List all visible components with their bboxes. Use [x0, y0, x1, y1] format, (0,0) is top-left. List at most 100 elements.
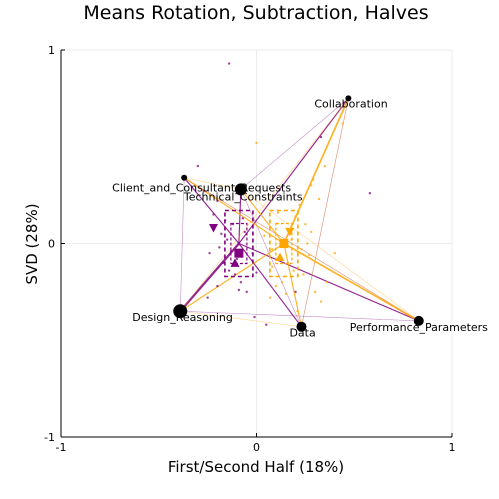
node-label-Collaboration: Collaboration	[314, 97, 387, 110]
point-first_half	[202, 190, 205, 193]
point-first_half	[368, 191, 372, 195]
edges	[179, 98, 420, 328]
point-first_half	[265, 323, 268, 326]
point-second_half	[270, 248, 274, 251]
edge-second_half-link	[301, 98, 349, 327]
ci-box-outer-second_half	[269, 209, 299, 278]
point-first_half	[241, 217, 245, 220]
point-second_half	[310, 184, 313, 187]
point-first_half	[227, 269, 231, 272]
ticks: -1 0 1 -1 0 1	[44, 44, 455, 454]
point-second_half	[333, 251, 336, 255]
edge-first_half-link	[301, 98, 349, 327]
x-tick-label: 0	[253, 441, 260, 454]
point-second_half	[300, 248, 303, 251]
node-Data	[296, 321, 307, 332]
point-first_half	[216, 199, 219, 203]
point-second_half	[313, 290, 317, 294]
edge-second_half-link	[240, 189, 419, 322]
y-tick-label: 0	[48, 238, 55, 251]
edge-second_half-Performance_Parameters	[283, 242, 420, 322]
marker-triangle-down-second_half	[285, 227, 295, 237]
edge-first_half-link	[240, 98, 349, 190]
point-first_half	[229, 250, 233, 253]
point-first_half	[255, 271, 258, 274]
edge-second_half-Design_Reasoning	[179, 243, 285, 312]
point-second_half	[302, 273, 305, 276]
edge-second_half-Data	[283, 243, 303, 327]
point-second_half	[268, 296, 272, 299]
point-second_half	[323, 164, 327, 168]
edge-second_half-link	[180, 310, 302, 328]
point-second_half	[274, 284, 278, 288]
chart-title: Means Rotation, Subtraction, Halves	[83, 2, 428, 24]
point-second_half	[296, 310, 299, 313]
edge-first_half-link	[179, 177, 185, 312]
point-second_half	[317, 197, 321, 201]
point-second_half	[255, 141, 258, 145]
ci-box-inner-first_half	[230, 222, 248, 265]
group-summaries	[208, 209, 299, 278]
node-label-Data: Data	[289, 327, 315, 340]
x-tick-label: 1	[449, 441, 456, 454]
points	[196, 62, 372, 326]
point-second_half	[308, 253, 311, 257]
edge-first_half-Collaboration	[238, 98, 349, 244]
edge-second_half-Technical_Constraints	[240, 188, 285, 244]
point-first_half	[222, 261, 225, 265]
marker-triangle-up-first_half	[230, 258, 240, 267]
point-first_half	[208, 251, 211, 255]
point-second_half	[311, 178, 315, 181]
x-axis-label: First/Second Half (18%)	[168, 458, 344, 476]
nodes: Collaboration Client_and_Consultant_Reque…	[112, 95, 488, 340]
point-second_half	[319, 300, 323, 303]
marker-triangle-up-second_half	[275, 252, 285, 262]
edge-first_half-Data	[238, 243, 302, 328]
edge-first_half-link	[240, 189, 302, 327]
point-second_half	[270, 265, 274, 268]
mean-square-second_half	[279, 239, 289, 248]
node-Performance_Parameters	[413, 315, 424, 326]
point-second_half	[304, 222, 307, 226]
edge-first_half-Performance_Parameters	[238, 242, 419, 322]
point-second_half	[325, 281, 329, 284]
point-first_half	[206, 296, 209, 299]
point-first_half	[245, 290, 248, 294]
ci-box-outer-first_half	[224, 209, 254, 278]
point-second_half	[280, 281, 284, 284]
point-second_half	[298, 203, 301, 206]
point-second_half	[263, 234, 266, 237]
edge-first_half-Client_and_Consultant_Requests	[183, 177, 240, 244]
node-Collaboration	[345, 95, 352, 102]
point-first_half	[212, 213, 215, 216]
point-first_half	[196, 164, 200, 168]
y-tick-label: 1	[48, 44, 55, 57]
point-first_half	[237, 288, 241, 292]
point-first_half	[235, 257, 239, 261]
point-first_half	[243, 230, 246, 234]
point-second_half	[276, 211, 280, 214]
edge-first_half-Technical_Constraints	[238, 189, 242, 244]
marker-triangle-down-first_half	[208, 224, 218, 233]
point-second_half	[310, 230, 313, 234]
edge-first_half-Design_Reasoning	[179, 242, 240, 312]
point-second_half	[294, 215, 297, 218]
point-first_half	[216, 284, 219, 288]
edge-second_half-link	[180, 98, 349, 312]
point-first_half	[239, 281, 243, 284]
point-first_half	[294, 290, 297, 294]
node-Design_Reasoning	[173, 304, 188, 319]
point-first_half	[233, 273, 237, 276]
grid	[60, 49, 453, 438]
x-tick-label: -1	[56, 441, 67, 454]
point-second_half	[284, 292, 288, 296]
point-second_half	[306, 242, 309, 245]
node-Technical_Constraints	[234, 183, 247, 196]
point-first_half	[227, 62, 231, 65]
y-tick-label: -1	[44, 431, 55, 444]
node-label-Technical_Constraints: Technical_Constraints	[183, 190, 303, 203]
point-second_half	[292, 269, 295, 272]
edge-second_half-Collaboration	[283, 98, 350, 244]
y-axis-label: SVD (28%)	[23, 203, 41, 284]
